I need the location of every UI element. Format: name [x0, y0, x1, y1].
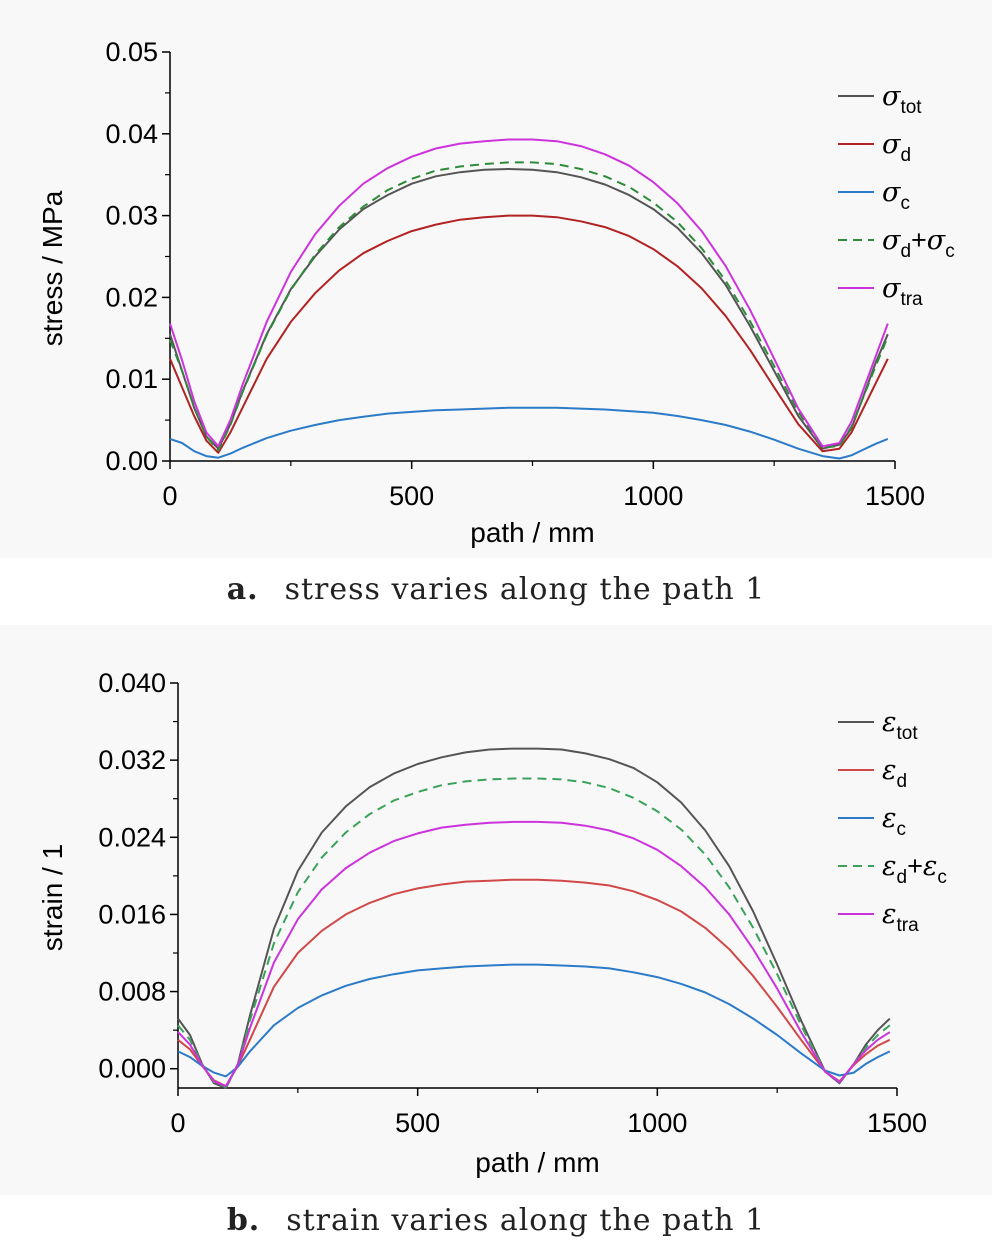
x-tick-label: 1000: [623, 481, 683, 511]
legend-label: σc: [882, 177, 910, 214]
legend-label: εd: [882, 755, 907, 792]
y-tick-label: 0.04: [105, 119, 158, 149]
series-line-tra: [169, 138, 889, 448]
y-tick-label: 0.02: [105, 282, 158, 312]
series-line-d: [169, 214, 889, 454]
caption-b: b. strain varies along the path 1: [0, 1203, 992, 1238]
legend-label: εc: [882, 803, 906, 840]
y-tick-label: 0.024: [98, 822, 166, 852]
series-line-c: [177, 963, 891, 1078]
y-tick-label: 0.000: [98, 1054, 166, 1084]
y-tick-label: 0.040: [98, 668, 166, 698]
y-tick-label: 0.032: [98, 745, 166, 775]
legend-label: εtra: [882, 899, 919, 936]
legend-label: εtot: [882, 707, 918, 744]
x-tick-label: 500: [395, 1108, 440, 1138]
caption-a-text: stress varies along the path 1: [284, 572, 766, 607]
x-tick-label: 0: [162, 481, 177, 511]
y-axis-title: stress / MPa: [37, 190, 68, 346]
x-tick-label: 1500: [865, 481, 925, 511]
chart-b: 0 500 1000 1500 0.000 0.008 0.016 0.024 0.032 0.0…: [37, 668, 947, 1178]
series-line-d-plus-c: [177, 777, 891, 1088]
y-tick-label: 0.00: [105, 446, 158, 476]
series-line-tot: [177, 747, 891, 1089]
caption-b-text: strain varies along the path 1: [286, 1203, 766, 1238]
legend-label: σtra: [882, 273, 923, 310]
x-tick-label: 500: [389, 481, 434, 511]
series-line-d: [177, 878, 891, 1088]
caption-a: a. stress varies along the path 1: [0, 572, 992, 607]
x-axis-title: path / mm: [475, 1147, 599, 1178]
y-tick-label: 0.05: [105, 37, 158, 67]
y-axis-title: strain / 1: [37, 844, 68, 951]
series-line-tot: [169, 168, 889, 450]
y-tick-label: 0.01: [105, 364, 158, 394]
y-tick-label: 0.008: [98, 977, 166, 1007]
series-line-d-plus-c: [169, 161, 889, 452]
y-tick-label: 0.03: [105, 201, 158, 231]
series-line-c: [169, 406, 889, 460]
series-line-tra: [177, 820, 891, 1088]
x-tick-label: 1000: [627, 1108, 687, 1138]
caption-a-letter: a.: [226, 572, 259, 607]
legend-label: εd+εc: [882, 851, 947, 888]
legend-label: σd+σc: [882, 225, 955, 262]
y-tick-label: 0.016: [98, 899, 166, 929]
x-tick-label: 0: [170, 1108, 185, 1138]
legend-label: σtot: [882, 81, 922, 118]
chart-a: 0 500 1000 1500 0.00 0.01 0.02 0.03 0.04 0.05 path…: [37, 37, 955, 548]
legend-label: σd: [882, 129, 911, 166]
panel-b-background: [0, 625, 992, 1195]
x-axis-title: path / mm: [470, 517, 594, 548]
caption-b-letter: b.: [226, 1203, 261, 1238]
x-tick-label: 1500: [867, 1108, 927, 1138]
